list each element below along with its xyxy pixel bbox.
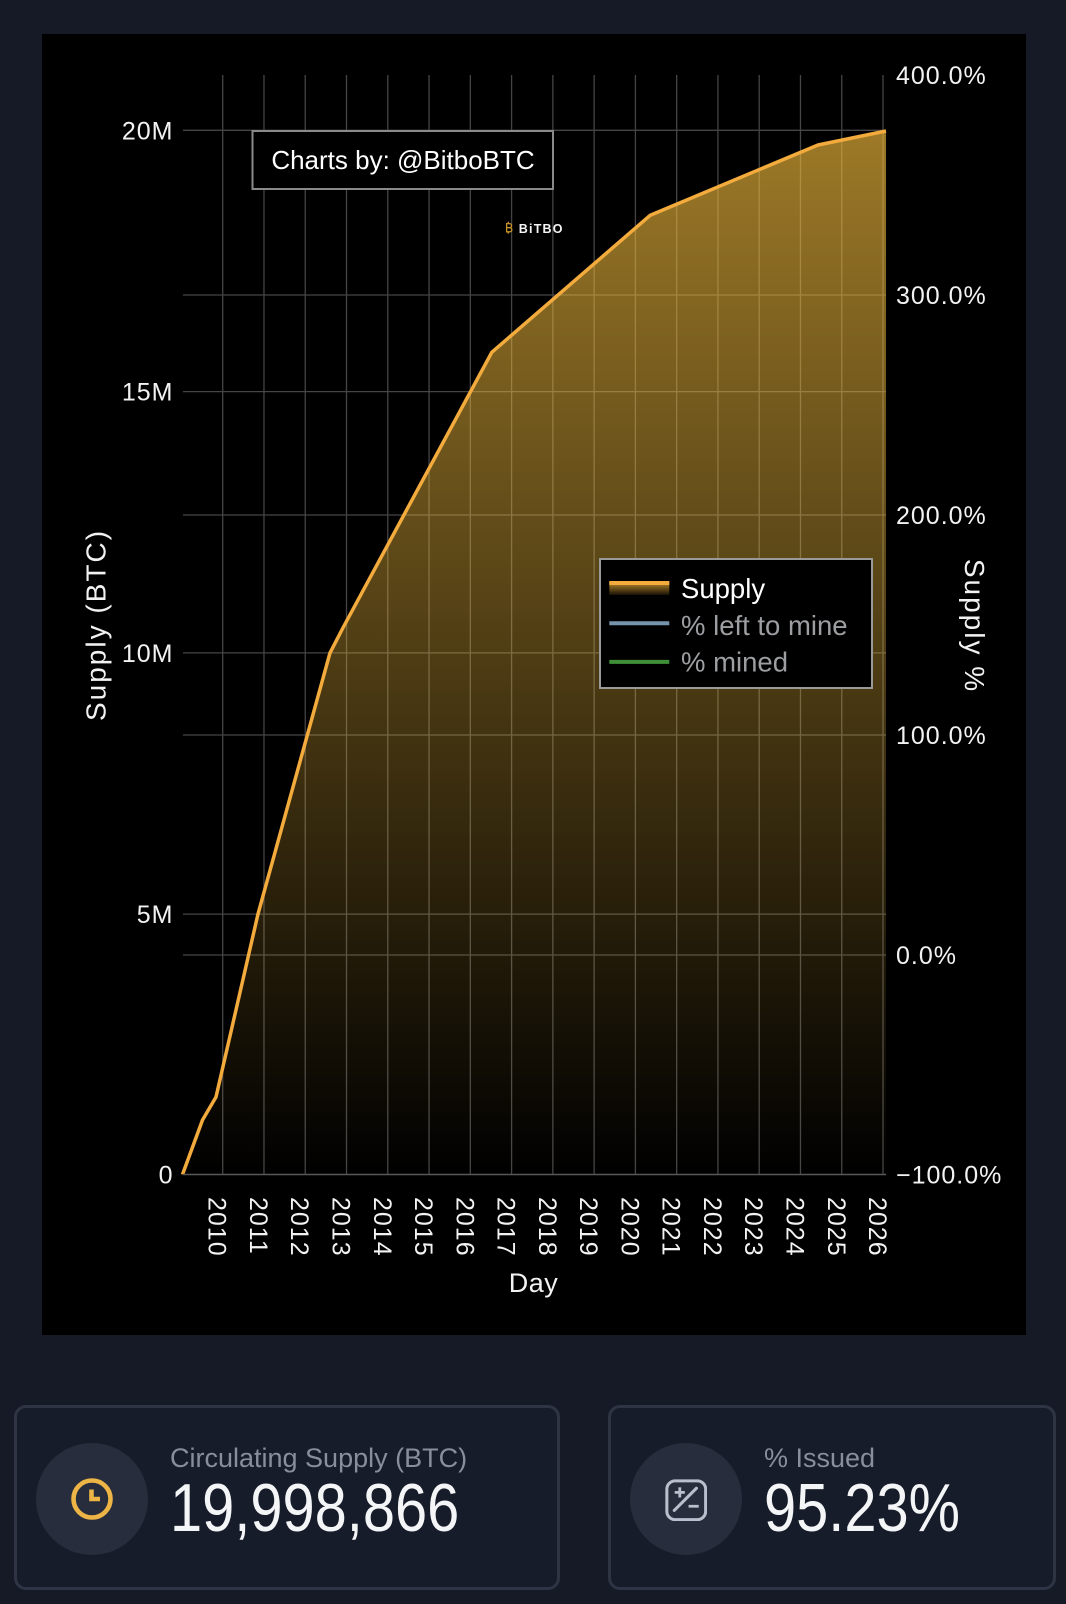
svg-text:2017: 2017 [492,1197,520,1257]
svg-text:15M: 15M [122,379,174,407]
svg-text:2018: 2018 [533,1197,561,1257]
svg-text:2016: 2016 [450,1197,478,1257]
svg-text:400.0%: 400.0% [896,62,987,90]
svg-text:2014: 2014 [368,1197,396,1257]
svg-text:−100.0%: −100.0% [896,1162,1002,1190]
svg-text:5M: 5M [137,901,174,929]
svg-text:% left to mine: % left to mine [681,610,848,641]
svg-text:100.0%: 100.0% [896,722,987,750]
svg-text:10M: 10M [122,640,174,668]
svg-text:2013: 2013 [327,1197,355,1257]
svg-text:2019: 2019 [574,1197,602,1257]
svg-text:0.0%: 0.0% [896,942,957,970]
svg-text:Supply (BTC): Supply (BTC) [81,529,112,721]
svg-text:BiTBO: BiTBO [519,222,564,236]
svg-text:20M: 20M [122,117,174,145]
svg-text:Day: Day [509,1268,559,1298]
svg-text:2011: 2011 [244,1197,272,1255]
svg-text:2010: 2010 [203,1197,231,1257]
svg-text:2021: 2021 [657,1197,685,1257]
svg-text:300.0%: 300.0% [896,282,987,310]
svg-text:2022: 2022 [698,1197,726,1257]
svg-text:% mined: % mined [681,647,788,678]
svg-text:Supply %: Supply % [959,559,990,693]
svg-text:2023: 2023 [739,1197,767,1257]
svg-text:0: 0 [159,1162,174,1190]
svg-text:2012: 2012 [285,1197,313,1257]
svg-text:2020: 2020 [615,1197,643,1257]
svg-text:2024: 2024 [781,1197,809,1257]
svg-text:2026: 2026 [863,1197,891,1257]
svg-text:2025: 2025 [822,1197,850,1257]
svg-text:200.0%: 200.0% [896,502,987,530]
svg-text:Charts by: @BitboBTC: Charts by: @BitboBTC [271,145,534,175]
svg-text:Supply: Supply [681,573,765,604]
svg-text:2015: 2015 [409,1197,437,1257]
